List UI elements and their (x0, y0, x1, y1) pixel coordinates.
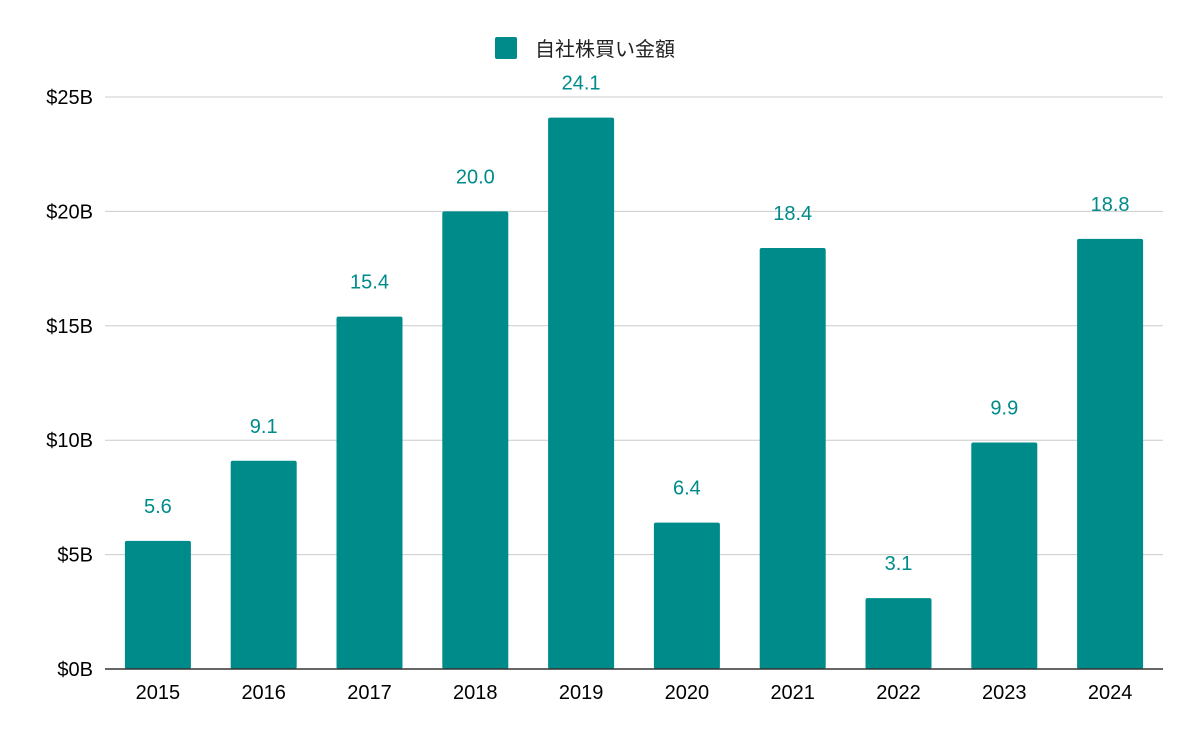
data-label-2018: 20.0 (456, 166, 495, 188)
bar-2020 (653, 522, 720, 669)
x-tick-label: 2019 (559, 682, 604, 704)
y-tick-label: $0B (57, 659, 93, 681)
x-tick-label: 2021 (770, 682, 815, 704)
x-tick-label: 2022 (876, 682, 921, 704)
data-label-2015: 5.6 (144, 496, 172, 518)
x-tick-label: 2017 (347, 682, 392, 704)
x-tick-label: 2020 (665, 682, 710, 704)
x-tick-label: 2015 (136, 682, 181, 704)
data-labels: 5.6 9.1 15.4 20.0 24.1 6.4 18.4 3.1 9.9 18.8 (144, 73, 1130, 575)
data-label-2021: 18.4 (773, 203, 812, 225)
x-axis-ticks: 2015 2016 2017 2018 2019 2020 2021 2022 2023 2024 (136, 682, 1133, 704)
bar-2017 (336, 316, 403, 669)
x-tick-label: 2018 (453, 682, 498, 704)
y-axis-ticks: $0B $5B $10B $15B $20B $25B (46, 87, 93, 681)
legend-label: 自社株買い金額 (535, 37, 675, 61)
x-tick-label: 2023 (982, 682, 1027, 704)
y-tick-label: $5B (57, 545, 93, 567)
y-tick-label: $10B (46, 430, 93, 452)
data-label-2023: 9.9 (990, 397, 1018, 419)
legend: 自社株買い金額 (495, 37, 675, 61)
x-tick-label: 2016 (241, 682, 286, 704)
data-label-2024: 18.8 (1091, 194, 1130, 216)
y-tick-label: $25B (46, 87, 93, 109)
bar-2019 (548, 117, 615, 670)
data-label-2016: 9.1 (250, 416, 278, 438)
bar-2015 (124, 540, 191, 669)
bar-2018 (442, 211, 509, 669)
data-label-2020: 6.4 (673, 478, 701, 500)
bar-2016 (230, 460, 297, 669)
bar-2023 (971, 442, 1038, 669)
y-tick-label: $15B (46, 316, 93, 338)
bar-2022 (865, 598, 932, 669)
bar-2021 (759, 248, 826, 669)
data-label-2019: 24.1 (562, 73, 601, 95)
x-tick-label: 2024 (1088, 682, 1133, 704)
data-label-2017: 15.4 (350, 272, 389, 294)
bar-2024 (1077, 238, 1144, 669)
y-tick-label: $20B (46, 201, 93, 223)
data-label-2022: 3.1 (885, 553, 913, 575)
bars (124, 117, 1144, 670)
legend-swatch (495, 37, 517, 59)
